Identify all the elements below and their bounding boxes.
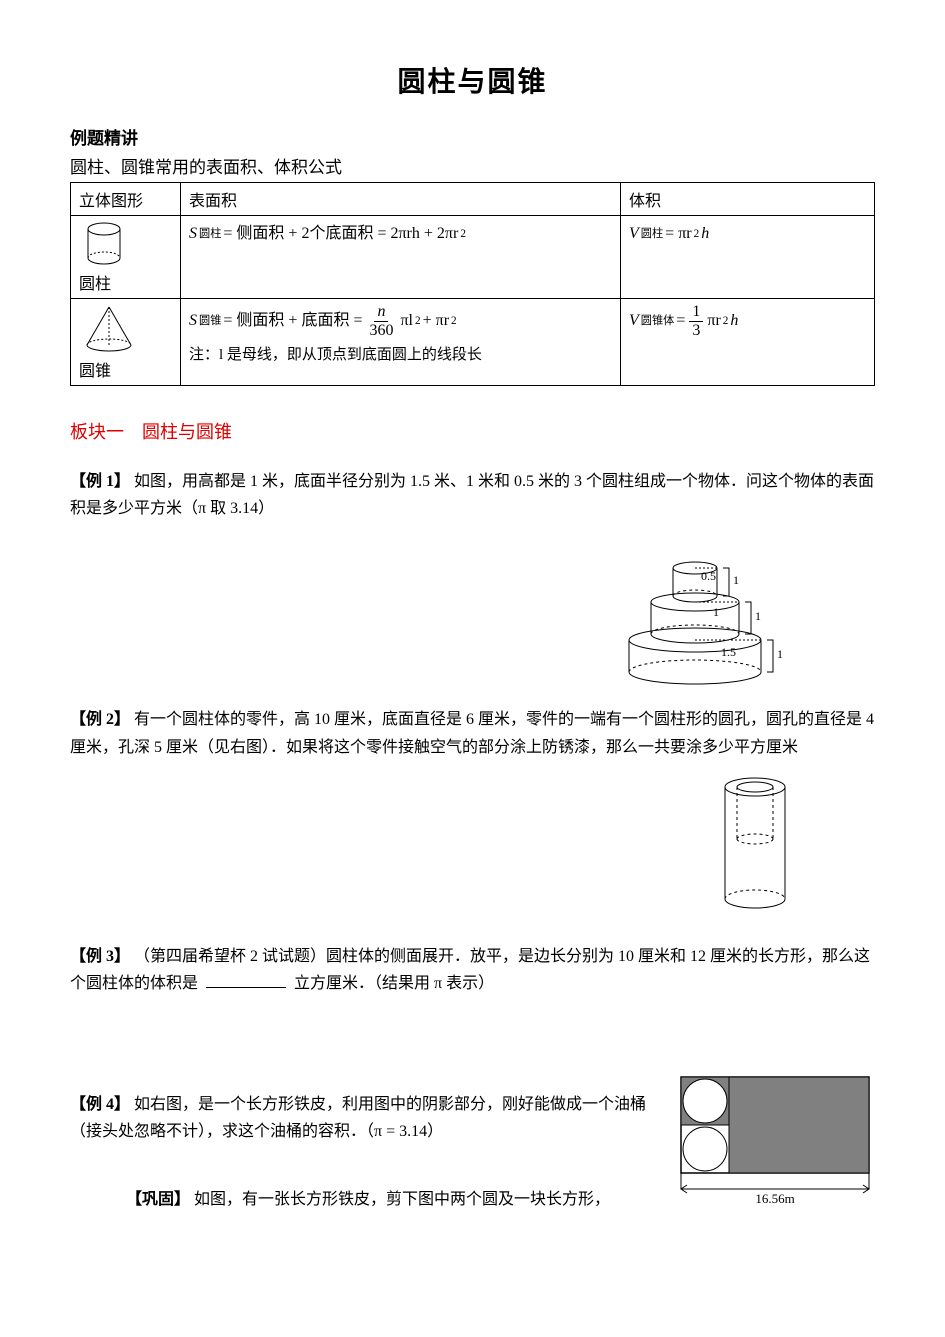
table-row-cylinder: 圆柱 S圆柱 = 侧面积 + 2个底面积 = 2πrh + 2πr2 V圆柱 =… xyxy=(71,216,875,299)
example-2-figure xyxy=(705,769,805,919)
fig1-label-h3: 1 xyxy=(777,647,783,661)
example-3-text-b: 立方厘米．（结果用 π 表示） xyxy=(294,975,494,992)
example-3: 【例 3】 （第四届希望杯 2 试试题）圆柱体的侧面展开．放平，是边长分别为 1… xyxy=(70,943,875,997)
example-1-text: 如图，用高都是 1 米，底面半径分别为 1.5 米、1 米和 0.5 米的 3 … xyxy=(70,473,874,517)
example-3-tag: 【例 3】 xyxy=(70,948,130,965)
page-title: 圆柱与圆锥 xyxy=(70,60,875,100)
cone-label: 圆锥 xyxy=(79,357,111,381)
fig1-label-h1: 1 xyxy=(733,573,739,587)
cylinder-volume-formula: V圆柱 = πr2h xyxy=(629,220,866,249)
fig1-label-r05: 0.5 xyxy=(701,569,716,583)
fig4-width-label: 16.56m xyxy=(755,1191,794,1206)
fig1-label-r1: 1 xyxy=(713,605,719,619)
cone-surface-formula: S圆锥 = 侧面积 + 底面积 = n 360 πl2 + πr2 xyxy=(189,303,612,339)
table-header-row: 立体图形 表面积 体积 xyxy=(71,183,875,216)
formula-subheader: 圆柱、圆锥常用的表面积、体积公式 xyxy=(70,153,875,178)
formula-table: 立体图形 表面积 体积 圆柱 S圆 xyxy=(70,182,875,386)
example-2-tag: 【例 2】 xyxy=(70,711,130,728)
example-2-text: 有一个圆柱体的零件，高 10 厘米，底面直径是 6 厘米，零件的一端有一个圆柱形… xyxy=(70,711,874,755)
example-4: 【例 4】 如右图，是一个长方形铁皮，利用图中的阴影部分，刚好能做成一个油桶（接… xyxy=(70,1091,667,1145)
th-volume: 体积 xyxy=(621,183,875,216)
cone-note: 注：l 是母线，即从顶点到底面圆上的线段长 xyxy=(189,343,612,364)
cylinder-label: 圆柱 xyxy=(79,270,111,294)
th-surface: 表面积 xyxy=(181,183,621,216)
example-4-tag: 【例 4】 xyxy=(70,1096,130,1113)
consolidate-tag: 【巩固】 xyxy=(126,1191,190,1208)
fig1-label-h2: 1 xyxy=(755,609,761,623)
section-label-examples: 例题精讲 xyxy=(70,124,875,149)
consolidate-text: 如图，有一张长方形铁皮，剪下图中两个圆及一块长方形， xyxy=(194,1191,610,1208)
example-4-text: 如右图，是一个长方形铁皮，利用图中的阴影部分，刚好能做成一个油桶（接头处忽略不计… xyxy=(70,1096,646,1140)
cylinder-surface-formula: S圆柱 = 侧面积 + 2个底面积 = 2πrh + 2πr2 xyxy=(189,220,612,249)
cone-volume-formula: V圆锥体 = 1 3 πr2h xyxy=(629,303,866,339)
example-2: 【例 2】 有一个圆柱体的零件，高 10 厘米，底面直径是 6 厘米，零件的一端… xyxy=(70,706,875,760)
example-1-figure: 0.5 1 1.5 1 1 1 xyxy=(605,530,805,690)
example-1-tag: 【例 1】 xyxy=(70,473,130,490)
th-shape: 立体图形 xyxy=(71,183,181,216)
cone-icon xyxy=(79,303,139,355)
cylinder-icon xyxy=(79,220,129,268)
table-row-cone: 圆锥 S圆锥 = 侧面积 + 底面积 = n 360 πl2 + πr2 注：l… xyxy=(71,299,875,386)
example-4-figure: 16.56m xyxy=(675,1071,875,1206)
example-1: 【例 1】 如图，用高都是 1 米，底面半径分别为 1.5 米、1 米和 0.5… xyxy=(70,468,875,522)
example-4-consolidate: 【巩固】 如图，有一张长方形铁皮，剪下图中两个圆及一块长方形， xyxy=(70,1186,667,1213)
section-block-1: 板块一 圆柱与圆锥 xyxy=(70,418,875,444)
example-3-blank xyxy=(206,987,286,988)
fig1-label-r15: 1.5 xyxy=(721,645,736,659)
